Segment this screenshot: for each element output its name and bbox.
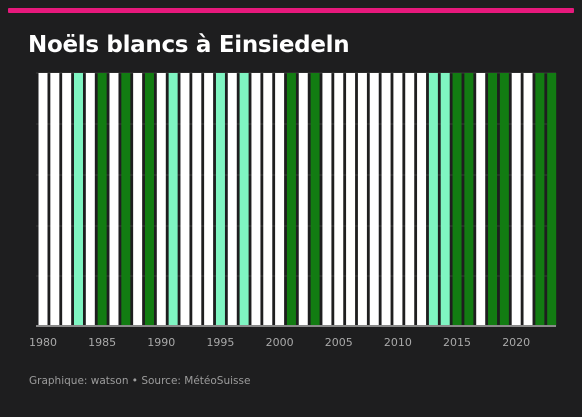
bar-2012 (417, 73, 427, 326)
bar-2001 (286, 73, 296, 326)
bar-1992 (180, 73, 190, 326)
bar-2005 (334, 73, 344, 326)
bar-2018 (488, 73, 498, 326)
x-tick-label-2010: 2010 (384, 336, 412, 349)
bar-2011 (405, 73, 415, 326)
bar-2007 (357, 73, 367, 326)
bar-1993 (192, 73, 202, 326)
x-tick-label-2020: 2020 (502, 336, 530, 349)
bar-1985 (97, 73, 107, 326)
x-tick-label-1980: 1980 (29, 336, 57, 349)
x-tick-label-2015: 2015 (443, 336, 471, 349)
bar-2019 (499, 73, 509, 326)
bar-1980 (38, 73, 48, 326)
bar-2022 (535, 73, 545, 326)
bar-2017 (476, 73, 486, 326)
bar-1983 (73, 73, 83, 326)
bar-1994 (204, 73, 214, 326)
bar-2014 (440, 73, 450, 326)
bar-2010 (393, 73, 403, 326)
bar-2002 (298, 73, 308, 326)
bar-2016 (464, 73, 474, 326)
bar-1991 (168, 73, 178, 326)
bar-1998 (251, 73, 261, 326)
x-tick-label-2000: 2000 (266, 336, 294, 349)
x-tick-label-1985: 1985 (88, 336, 116, 349)
chart-title: Noëls blancs à Einsiedeln (28, 32, 350, 58)
bar-2008 (369, 73, 379, 326)
x-tick-label-1995: 1995 (206, 336, 234, 349)
bar-1984 (85, 73, 95, 326)
bar-1988 (133, 73, 143, 326)
bar-1989 (144, 73, 154, 326)
accent-bar (8, 8, 574, 13)
bar-1987 (121, 73, 131, 326)
bar-1986 (109, 73, 119, 326)
bar-2009 (381, 73, 391, 326)
source-credit: Graphique: watson • Source: MétéoSuisse (29, 375, 251, 387)
bar-1999 (263, 73, 273, 326)
bar-1981 (50, 73, 60, 326)
bar-1990 (156, 73, 166, 326)
bar-2003 (310, 73, 320, 326)
x-tick-label-1990: 1990 (147, 336, 175, 349)
bar-1997 (239, 73, 249, 326)
bar-2015 (452, 73, 462, 326)
bar-1996 (227, 73, 237, 326)
bar-2021 (523, 73, 533, 326)
x-tick-label-2005: 2005 (325, 336, 353, 349)
bar-2020 (511, 73, 521, 326)
bar-2023 (547, 73, 557, 326)
bar-2004 (322, 73, 332, 326)
bar-1982 (62, 73, 72, 326)
bar-2013 (428, 73, 438, 326)
bar-2000 (275, 73, 285, 326)
bar-2006 (346, 73, 356, 326)
bar-1995 (215, 73, 225, 326)
